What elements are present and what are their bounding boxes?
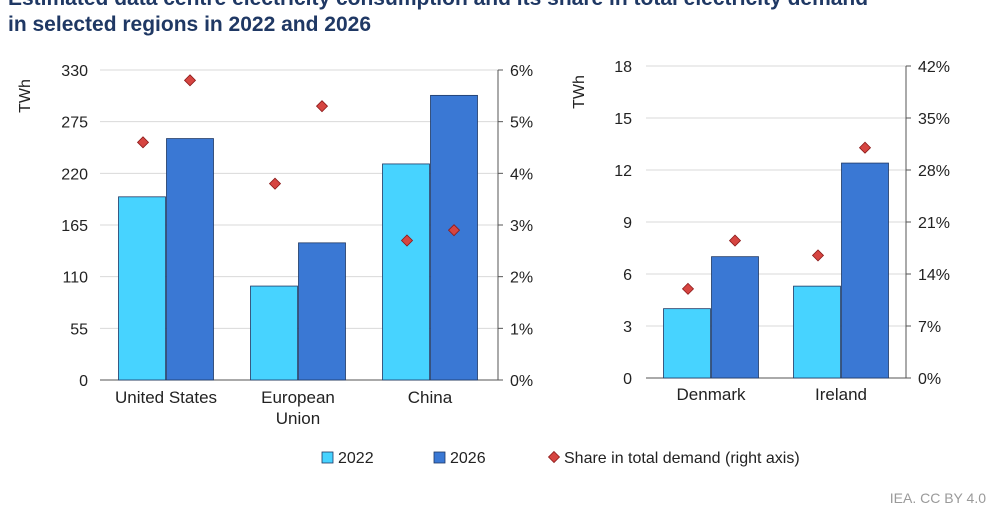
source-credit: IEA. CC BY 4.0 xyxy=(889,490,986,506)
bar-2026 xyxy=(166,138,214,381)
chart-legend: 2022 2026 Share in total demand (right axi… xyxy=(321,450,800,467)
share-marker xyxy=(728,234,742,247)
bar-2026 xyxy=(298,242,346,381)
y2-tick-label: 14% xyxy=(918,267,950,284)
y-tick-label: 0 xyxy=(623,371,632,388)
share-marker xyxy=(400,234,414,247)
x-category-label: Denmark xyxy=(677,385,746,404)
share-marker xyxy=(268,177,282,190)
bar-2022 xyxy=(793,285,841,379)
y2-tick-label: 2% xyxy=(510,270,533,287)
y2-tick-label: 0% xyxy=(918,371,941,388)
y-tick-label: 18 xyxy=(614,59,632,76)
legend-swatch xyxy=(547,450,561,464)
y2-tick-label: 3% xyxy=(510,218,533,235)
x-category-label: United States xyxy=(115,388,217,407)
y-tick-label: 165 xyxy=(61,218,88,235)
bar-2026 xyxy=(430,94,478,381)
bar-2022 xyxy=(382,163,430,381)
bar-2026 xyxy=(841,162,889,379)
y2-tick-label: 42% xyxy=(918,59,950,76)
x-category-label: Union xyxy=(276,409,320,428)
y2-tick-label: 35% xyxy=(918,111,950,128)
y2-tick-label: 21% xyxy=(918,215,950,232)
legend-swatch xyxy=(433,451,446,464)
bar-2022 xyxy=(250,285,298,381)
y2-tick-label: 0% xyxy=(510,373,533,390)
bar-2022 xyxy=(118,196,166,381)
y-tick-label: 15 xyxy=(614,111,632,128)
y-tick-label: 275 xyxy=(61,115,88,132)
y2-tick-label: 7% xyxy=(918,319,941,336)
y-tick-label: 6 xyxy=(623,267,632,284)
chart-title-line-2: in selected regions in 2022 and 2026 xyxy=(8,13,371,36)
y-tick-label: 3 xyxy=(623,319,632,336)
chart-title: Estimated data centre electricity consum… xyxy=(8,0,998,38)
y2-tick-label: 1% xyxy=(510,321,533,338)
share-marker xyxy=(447,224,461,237)
y2-tick-label: 6% xyxy=(510,63,533,80)
share-marker xyxy=(811,249,825,262)
legend-label: Share in total demand (right axis) xyxy=(564,450,800,467)
bar-2026 xyxy=(711,256,759,379)
chart-panel-countries: 0 3 6 9 12 15 18 0% 7% 14% 21% 28% 35% 42% TWh Denmark I… xyxy=(571,59,950,404)
legend-label: 2022 xyxy=(338,450,374,467)
chart-title-line-1: Estimated data centre electricity consum… xyxy=(8,0,998,12)
y-axis-label: TWh xyxy=(571,75,588,109)
x-category-label: European xyxy=(261,388,335,407)
bar-2022 xyxy=(663,308,711,379)
chart-panel-regions: 0 55 110 165 220 275 330 0% 1% 2% 3% 4% 5% 6% TWh Unite… xyxy=(17,63,533,428)
share-marker xyxy=(858,141,872,154)
y2-tick-label: 5% xyxy=(510,115,533,132)
legend-label: 2026 xyxy=(450,450,486,467)
y-tick-label: 55 xyxy=(70,321,88,338)
y-tick-label: 0 xyxy=(79,373,88,390)
x-category-label: China xyxy=(408,388,453,407)
legend-swatch xyxy=(321,451,334,464)
y2-tick-label: 4% xyxy=(510,166,533,183)
x-category-label: Ireland xyxy=(815,385,867,404)
share-marker xyxy=(136,136,150,149)
share-marker xyxy=(183,74,197,87)
share-marker xyxy=(681,282,695,295)
y-tick-label: 330 xyxy=(61,63,88,80)
y-tick-label: 9 xyxy=(623,215,632,232)
share-marker xyxy=(315,100,329,113)
y-tick-label: 110 xyxy=(62,270,88,287)
y-tick-label: 12 xyxy=(614,163,632,180)
y-tick-label: 220 xyxy=(61,166,88,183)
y2-tick-label: 28% xyxy=(918,163,950,180)
y-axis-label: TWh xyxy=(17,79,34,113)
